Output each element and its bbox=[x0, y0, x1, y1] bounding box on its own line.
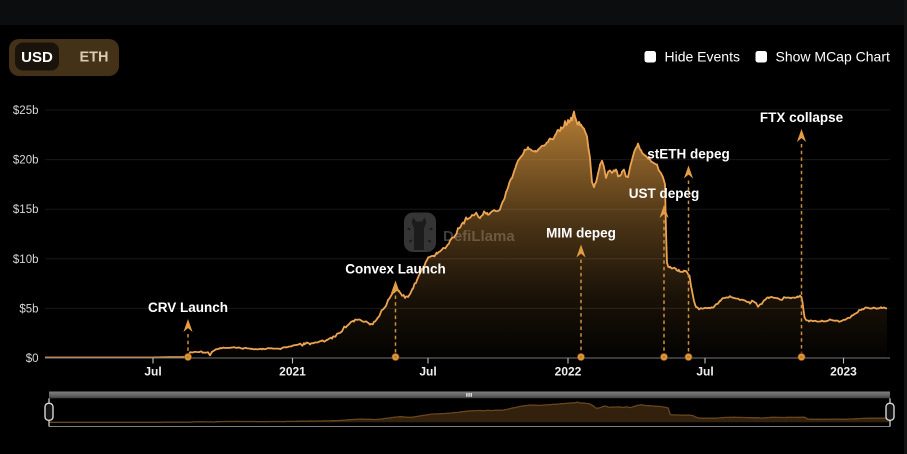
svg-text:$5b: $5b bbox=[19, 303, 38, 315]
svg-text:USD: USD bbox=[21, 49, 53, 66]
svg-text:$15b: $15b bbox=[13, 204, 39, 216]
svg-text:MIM depeg: MIM depeg bbox=[546, 226, 616, 241]
svg-text:Convex Launch: Convex Launch bbox=[345, 262, 446, 277]
svg-text:$20b: $20b bbox=[13, 155, 39, 167]
svg-text:$10b: $10b bbox=[13, 254, 39, 266]
svg-text:stETH depeg: stETH depeg bbox=[647, 147, 730, 162]
svg-text:Jul: Jul bbox=[144, 365, 161, 379]
svg-text:$25b: $25b bbox=[13, 105, 39, 117]
svg-text:CRV Launch: CRV Launch bbox=[148, 300, 228, 315]
svg-text:UST depeg: UST depeg bbox=[629, 186, 700, 201]
svg-text:2023: 2023 bbox=[830, 365, 857, 379]
svg-text:FTX collapse: FTX collapse bbox=[760, 110, 844, 125]
svg-text:ETH: ETH bbox=[80, 50, 109, 66]
svg-text:Show MCap Chart: Show MCap Chart bbox=[776, 49, 890, 65]
svg-text:Jul: Jul bbox=[696, 365, 713, 379]
svg-text:$0: $0 bbox=[26, 353, 39, 365]
svg-text:Jul: Jul bbox=[419, 365, 436, 379]
svg-text:2021: 2021 bbox=[279, 365, 306, 379]
svg-text:Hide Events: Hide Events bbox=[665, 49, 740, 65]
svg-text:2022: 2022 bbox=[555, 365, 582, 379]
